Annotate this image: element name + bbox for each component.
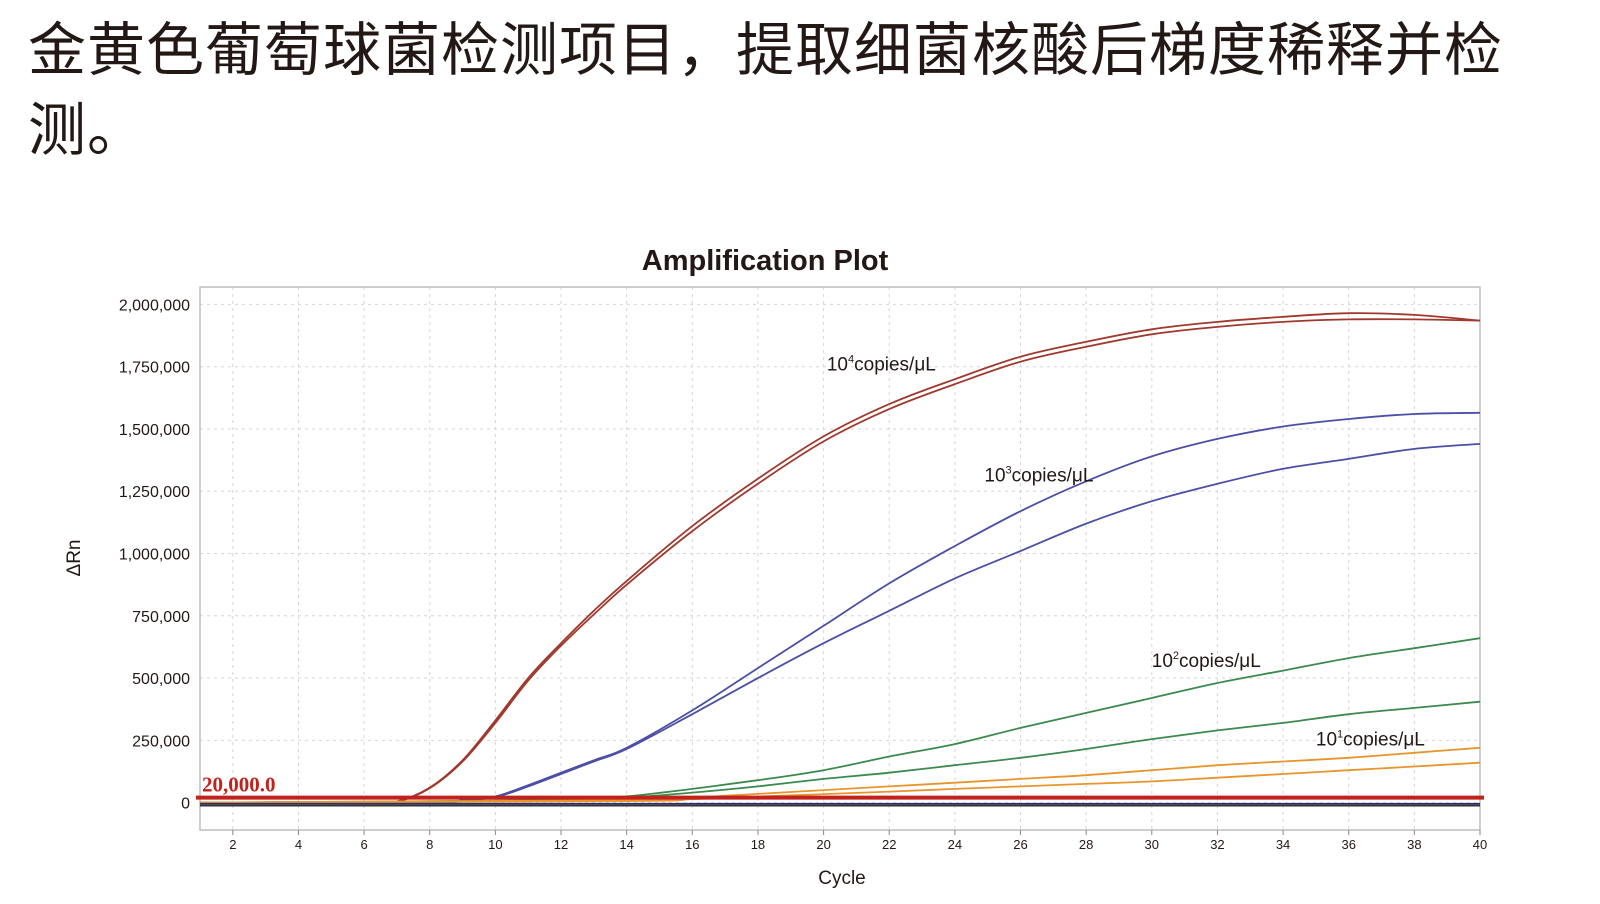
y-tick-label: 2,000,000	[119, 297, 190, 314]
y-tick-label: 1,000,000	[119, 547, 190, 564]
grid-lines	[200, 287, 1481, 830]
x-tick-label: 6	[360, 837, 367, 852]
x-tick-label: 20	[816, 837, 830, 852]
series-line-1e3	[199, 411, 1481, 804]
page-caption: 金黄色葡萄球菌检测项目，提取细菌核酸后梯度稀释并检测。	[28, 16, 1504, 164]
curve-annotation: 101copies/μL	[1316, 728, 1425, 750]
chart-title: Amplification Plot	[642, 245, 889, 277]
x-tick-label: 40	[1473, 837, 1487, 852]
x-axis-ticks: 2 4 6 8 10 12 14 16 18 20 22 24 26 28 30 32 34 36 38 40	[229, 830, 1487, 852]
series-line-1e2	[199, 700, 1481, 804]
x-tick-label: 16	[685, 837, 699, 852]
x-tick-label: 4	[295, 837, 302, 852]
y-axis-label: ΔRn	[64, 540, 85, 577]
curve-annotation: 103copies/μL	[984, 464, 1093, 486]
x-tick-label: 32	[1210, 837, 1224, 852]
x-tick-label: 12	[554, 837, 568, 852]
amplification-curves	[199, 312, 1481, 807]
y-tick-label: 250,000	[132, 733, 190, 750]
series-line-1e4	[199, 318, 1481, 804]
plot-frame	[199, 286, 1481, 831]
x-tick-label: 22	[882, 837, 896, 852]
x-tick-label: 10	[488, 837, 502, 852]
x-tick-label: 2	[229, 837, 236, 852]
x-axis-label: Cycle	[818, 868, 866, 889]
series-line-1e1	[199, 761, 1481, 804]
threshold: 20,000.0	[196, 773, 1484, 800]
x-tick-label: 36	[1341, 837, 1355, 852]
x-tick-label: 26	[1013, 837, 1027, 852]
curve-annotation: 102copies/μL	[1152, 650, 1261, 672]
x-tick-label: 18	[751, 837, 765, 852]
y-tick-label: 500,000	[132, 671, 190, 688]
y-tick-label: 1,250,000	[119, 484, 190, 501]
x-tick-label: 8	[426, 837, 433, 852]
series-line-1e3	[199, 443, 1481, 804]
series-line-1e4	[199, 312, 1481, 804]
y-tick-label: 1,750,000	[119, 360, 190, 377]
y-tick-label: 750,000	[132, 609, 190, 626]
y-tick-label: 0	[181, 796, 190, 813]
x-tick-label: 38	[1407, 837, 1421, 852]
x-tick-label: 24	[948, 837, 962, 852]
x-tick-label: 28	[1079, 837, 1093, 852]
series-line-1e1	[199, 746, 1481, 804]
y-tick-label: 1,500,000	[119, 422, 190, 439]
x-tick-label: 34	[1276, 837, 1290, 852]
curve-annotation: 104copies/μL	[827, 353, 936, 375]
x-tick-label: 14	[619, 837, 633, 852]
x-tick-label: 30	[1145, 837, 1159, 852]
curve-annotations: 104copies/μL 103copies/μL 102copies/μL 101c…	[827, 353, 1425, 750]
threshold-label: 20,000.0	[202, 773, 276, 797]
y-axis-ticks: 0 250,000 500,000 750,000 1,000,000 1,250,000…	[119, 297, 190, 812]
